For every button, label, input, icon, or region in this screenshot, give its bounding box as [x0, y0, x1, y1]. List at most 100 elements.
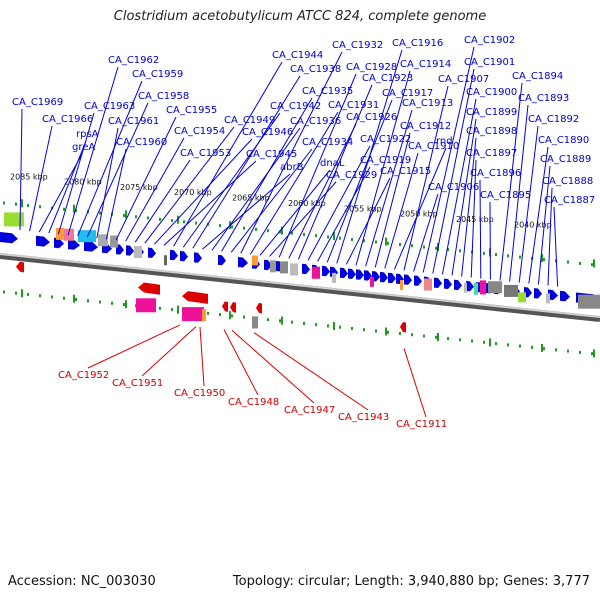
forward-label-leader: [182, 112, 281, 248]
genome-title: Clostridium acetobutylicum ATCC 824, com…: [113, 9, 487, 24]
forward-label-leader: [105, 148, 127, 240]
accession-text: Accession: NC_003030: [8, 574, 156, 589]
feature-box: [546, 293, 550, 304]
forward-label-leader: [509, 104, 529, 282]
kbp-tick-label: 2085 kbp: [10, 172, 48, 181]
forward-gene-arrow: [434, 277, 442, 288]
forward-gene-label: CA_C1906: [428, 182, 479, 193]
backbone-line: [0, 253, 600, 322]
feature-box: [464, 282, 467, 293]
forward-gene-arrow: [302, 263, 310, 275]
forward-gene-arrow: [534, 288, 542, 299]
forward-gene-arrow: [218, 254, 226, 266]
forward-gene-label: dnaL: [320, 158, 345, 169]
forward-label-leader: [278, 73, 357, 258]
feature-box: [424, 278, 432, 291]
forward-label-leader: [202, 173, 291, 250]
forward-gene-label: CA_C1961: [108, 116, 159, 127]
forward-label-leader: [86, 102, 149, 238]
forward-gene-arrow: [68, 239, 80, 250]
forward-gene-label: CA_C1912: [400, 121, 451, 132]
feature-box: [332, 272, 336, 283]
forward-label-leader: [269, 181, 337, 257]
forward-gene-label: CA_C1945: [246, 149, 297, 160]
kbp-tick-label: 2060 kbp: [288, 199, 326, 208]
forward-label-leader: [537, 165, 551, 285]
forward-gene-arrow: [322, 265, 330, 277]
forward-gene-label: CA_C1963: [84, 101, 135, 112]
reverse-label-leader: [403, 348, 427, 418]
feature-box: [474, 282, 478, 295]
forward-gene-arrow: [340, 267, 348, 279]
reverse-gene-arrow: [230, 302, 236, 313]
forward-gene-label: CA_C1907: [438, 74, 489, 85]
forward-label-leader: [240, 51, 343, 254]
reverse-gene-label: CA_C1952: [58, 370, 109, 381]
forward-gene-label: CA_C1929: [326, 170, 377, 181]
forward-gene-label: CA_C1953: [180, 148, 231, 159]
forward-gene-label: CA_C1917: [382, 88, 433, 99]
forward-gene-arrow: [36, 235, 50, 247]
reverse-label-leader: [87, 324, 181, 369]
feature-box: [182, 307, 204, 322]
forward-gene-label: rnd: [436, 136, 453, 147]
reverse-label-leader: [253, 332, 369, 411]
forward-gene-label: CA_C1914: [400, 59, 451, 70]
forward-label-leader: [422, 46, 475, 273]
kbp-tick-label: 2080 kbp: [64, 177, 102, 186]
forward-label-leader: [125, 137, 185, 242]
kbp-tick-label: 2075 kbp: [120, 183, 158, 192]
forward-gene-arrow: [388, 272, 396, 284]
reverse-gene-arrow: [256, 302, 262, 314]
forward-label-leader: [326, 99, 393, 263]
forward-gene-arrow: [454, 279, 462, 291]
forward-gene-label: CA_C1901: [464, 57, 515, 68]
forward-label-leader: [479, 179, 482, 279]
forward-gene-label: CA_C1902: [464, 35, 515, 46]
forward-label-leader: [365, 109, 413, 267]
forward-label-leader: [413, 193, 439, 272]
forward-label-leader: [173, 61, 283, 247]
reverse-gene-label: CA_C1948: [228, 397, 279, 408]
forward-gene-arrow: [560, 290, 570, 302]
feature-box: [480, 280, 486, 295]
forward-gene-arrow: [148, 247, 156, 258]
forward-gene-arrow: [404, 274, 412, 285]
forward-gene-arrow: [180, 250, 188, 262]
forward-label-leader: [115, 116, 177, 241]
feature-box: [578, 294, 600, 309]
feature-box: [202, 309, 206, 322]
feature-box: [270, 260, 276, 273]
forward-gene-label: CA_C1890: [538, 135, 589, 146]
reverse-gene-label: CA_C1911: [396, 419, 447, 430]
forward-label-leader: [48, 140, 87, 234]
forward-gene-label: CA_C1955: [166, 105, 217, 116]
forward-label-leader: [336, 49, 403, 264]
forward-gene-label: CA_C1958: [138, 91, 189, 102]
forward-gene-label: CA_C1892: [528, 114, 579, 125]
reverse-label-leader: [199, 326, 205, 387]
forward-label-leader: [553, 206, 559, 287]
feature-box: [98, 234, 108, 247]
forward-gene-label: CA_C1898: [466, 126, 517, 137]
reverse-label-leader: [231, 329, 315, 404]
forward-label-leader: [451, 118, 477, 276]
forward-label-leader: [96, 127, 119, 239]
forward-label-leader: [441, 98, 477, 275]
forward-label-leader: [154, 138, 253, 245]
kbp-tick-label: 2065 kbp: [232, 194, 270, 203]
forward-gene-label: CA_C1916: [392, 38, 443, 49]
forward-gene-label: CA_C1922: [360, 134, 411, 145]
forward-label-leader: [307, 145, 371, 261]
forward-label-leader: [38, 153, 83, 233]
forward-gene-label: CA_C1959: [132, 69, 183, 80]
forward-gene-arrow: [54, 237, 64, 249]
kbp-tick-label: 2045 kbp: [456, 215, 494, 224]
forward-gene-label: CA_C1896: [470, 168, 521, 179]
forward-gene-label: CA_C1915: [380, 166, 431, 177]
kbp-tick-label: 2040 kbp: [514, 221, 552, 230]
forward-gene-label: CA_C1895: [480, 190, 531, 201]
feature-box: [488, 281, 502, 294]
forward-gene-arrow: [444, 278, 452, 290]
feature-box: [252, 255, 258, 266]
